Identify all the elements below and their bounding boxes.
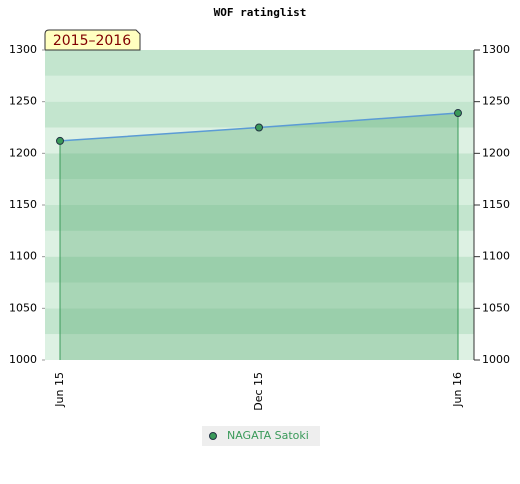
y2-tick-label: 1200 <box>482 146 510 159</box>
annotation-box <box>44 29 141 51</box>
y-tick-label: 1050 <box>9 301 37 314</box>
band <box>45 230 474 257</box>
y2-tick-label: 1150 <box>482 198 510 211</box>
band <box>45 334 474 360</box>
y2-tick-label: 1100 <box>482 250 510 263</box>
area <box>60 113 458 361</box>
y-tick-label: 1200 <box>9 146 37 159</box>
legend-marker <box>209 432 217 440</box>
y-tick-label: 1150 <box>9 198 37 211</box>
band <box>45 101 474 128</box>
point <box>454 109 462 118</box>
y2-tick-label: 1300 <box>482 43 510 56</box>
band <box>45 256 474 283</box>
band <box>45 50 474 76</box>
band <box>45 308 474 335</box>
annotation: 2015–2016 <box>53 33 131 49</box>
chart-title: WOF ratinglist <box>214 6 307 19</box>
band <box>45 282 474 309</box>
band <box>45 205 474 231</box>
point <box>255 123 263 132</box>
band <box>45 179 474 205</box>
band <box>45 75 474 102</box>
x-tick-label: Dec 15 <box>252 372 265 411</box>
y-tick-label: 1300 <box>9 43 37 56</box>
band <box>45 127 474 154</box>
legend-box <box>202 426 320 446</box>
y2-tick-label: 1250 <box>482 95 510 108</box>
y-tick-label: 1000 <box>9 353 37 366</box>
legend-label[interactable]: NAGATA Satoki <box>227 429 309 442</box>
y-tick-label: 1100 <box>9 250 37 263</box>
y-tick-label: 1250 <box>9 95 37 108</box>
x-tick-label: Jun 16 <box>451 372 464 408</box>
y2-tick-label: 1050 <box>482 301 510 314</box>
band <box>45 153 474 180</box>
point <box>56 136 64 145</box>
y2-tick-label: 1000 <box>482 353 510 366</box>
x-tick-label: Jun 15 <box>53 372 66 408</box>
